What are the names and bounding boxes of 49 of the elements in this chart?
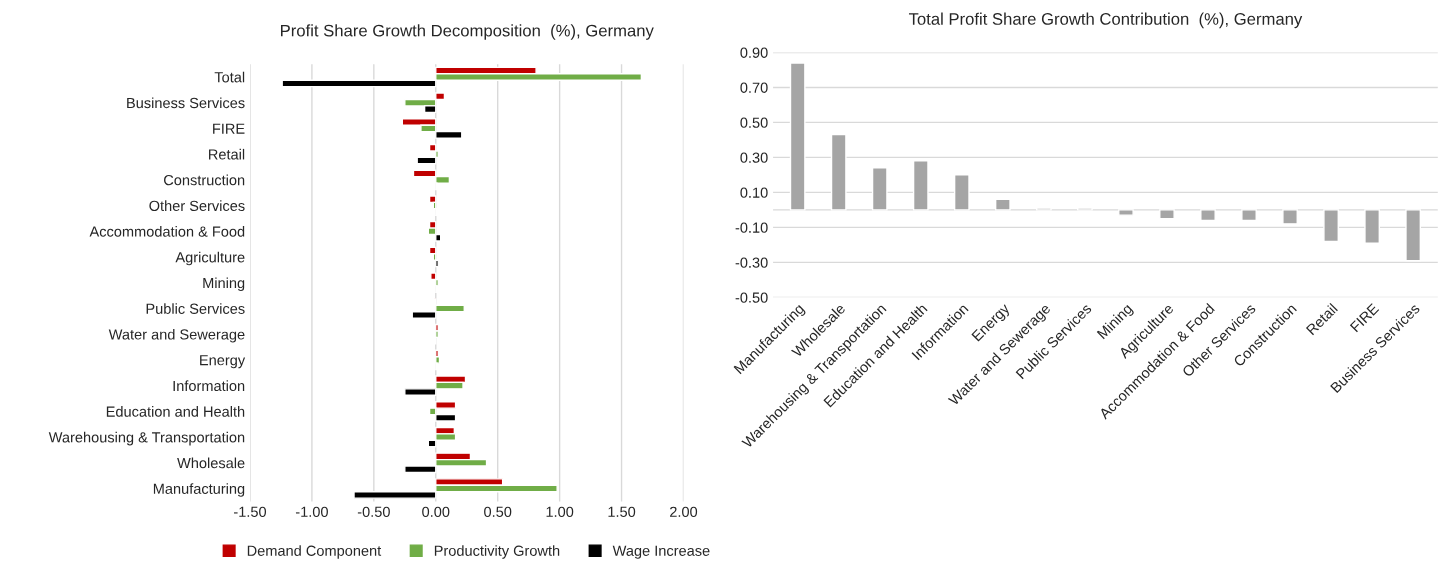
y-tick-label: 0.50 <box>740 117 768 128</box>
bar <box>1118 209 1134 216</box>
chart-title: Total Profit Share Growth Contribution (%), Germany <box>908 12 1303 29</box>
y-tick-label: -0.50 <box>735 292 768 303</box>
y-tick-label: Business Services <box>127 97 245 109</box>
x-tick-label: 0.00 <box>422 506 450 517</box>
bar <box>994 198 1011 211</box>
y-tick-label: 0.70 <box>740 82 768 93</box>
y-tick-label: Manufacturing <box>153 483 245 497</box>
y-tick-label: Other Services <box>149 200 245 212</box>
x-tick-label: 2.00 <box>670 506 698 517</box>
x-tick-label: 0.50 <box>484 506 512 517</box>
y-tick-label: 0.30 <box>740 152 768 163</box>
bar <box>1364 209 1381 244</box>
bar <box>912 160 929 211</box>
y-tick-label: Wholesale <box>177 457 245 469</box>
y-tick-label: FIRE <box>213 123 245 134</box>
y-tick-label: -0.30 <box>735 257 768 268</box>
x-tick-label: -0.50 <box>357 506 390 517</box>
y-tick-label: 0.90 <box>740 47 768 58</box>
bar <box>1405 209 1422 262</box>
chart-title: Profit Share Growth Decomposition (%), Germany <box>281 24 654 40</box>
y-tick-label: Construction <box>164 174 245 186</box>
legend-label: Productivity Growth <box>434 545 560 559</box>
bar <box>1241 209 1257 222</box>
bar <box>1159 209 1175 220</box>
y-tick-label: Agriculture <box>175 251 245 266</box>
x-tick-label: -1.50 <box>234 506 267 517</box>
x-tick-label: -1.00 <box>295 506 328 517</box>
bar <box>871 167 888 211</box>
y-tick-label: -0.10 <box>735 222 768 233</box>
legend-label: Wage Increase <box>612 545 710 559</box>
bar <box>1282 209 1298 225</box>
x-tick-label: 1.00 <box>546 506 574 517</box>
y-tick-label: Mining <box>203 277 245 292</box>
y-tick-label: Retail <box>209 148 245 160</box>
legend-label: Demand Component <box>247 545 382 559</box>
y-tick-label: Total <box>214 71 245 83</box>
bar <box>830 133 847 211</box>
x-tick-label: 1.50 <box>608 506 636 517</box>
bar <box>1323 209 1339 243</box>
y-tick-label: Accommodation & Food <box>89 226 245 237</box>
bar <box>1200 209 1216 222</box>
y-tick-label: Education and Health <box>106 406 245 417</box>
y-tick-label: Information <box>173 380 245 392</box>
y-tick-label: 0.10 <box>740 187 768 198</box>
y-tick-label: Warehousing & Transportation <box>48 431 245 446</box>
bar <box>953 174 970 211</box>
bar <box>789 62 806 211</box>
